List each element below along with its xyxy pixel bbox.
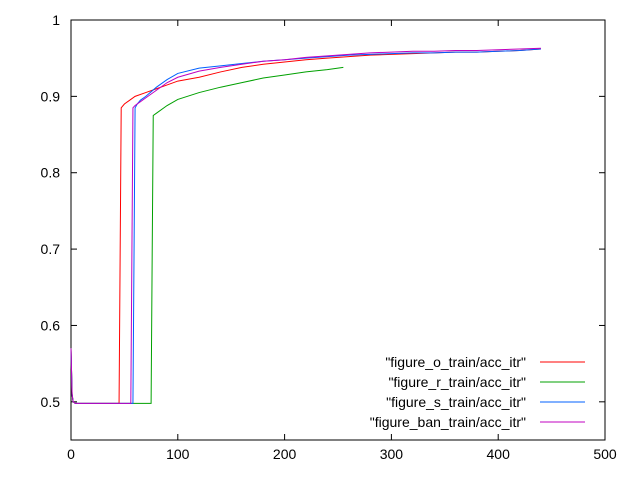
x-tick-label: 400 <box>487 446 511 462</box>
axis-ticks <box>70 19 606 440</box>
legend-label-2: "figure_r_train/acc_itr" <box>388 374 526 390</box>
legend: "figure_o_train/acc_itr" "figure_r_train/… <box>370 354 585 430</box>
legend-label-1: "figure_o_train/acc_itr" <box>385 354 526 370</box>
legend-label-3: "figure_s_train/acc_itr" <box>386 394 526 410</box>
series-line-3 <box>70 48 541 404</box>
series-line-4 <box>70 47 541 404</box>
x-tick-label: 200 <box>273 446 297 462</box>
plot-frame <box>70 19 606 441</box>
x-tick-label: 100 <box>166 446 190 462</box>
y-tick-label: 0.9 <box>41 88 61 104</box>
x-tick-label: 0 <box>67 446 75 462</box>
series-line-2 <box>70 66 344 404</box>
y-tick-label: 0.7 <box>41 241 61 257</box>
x-tick-label: 300 <box>380 446 404 462</box>
y-tick-label: 0.5 <box>41 394 61 410</box>
y-tick-label: 0.8 <box>41 165 61 181</box>
series-lines <box>70 47 541 404</box>
y-tick-label: 0.6 <box>41 317 61 333</box>
y-tick-label: 1 <box>52 12 60 28</box>
legend-label-4: "figure_ban_train/acc_itr" <box>370 414 526 430</box>
axis-tick-labels: 0 100 200 300 400 500 0.5 0.6 0.7 0.8 0.9 1 <box>41 12 617 462</box>
x-tick-label: 500 <box>593 446 617 462</box>
series-line-1 <box>70 48 541 404</box>
